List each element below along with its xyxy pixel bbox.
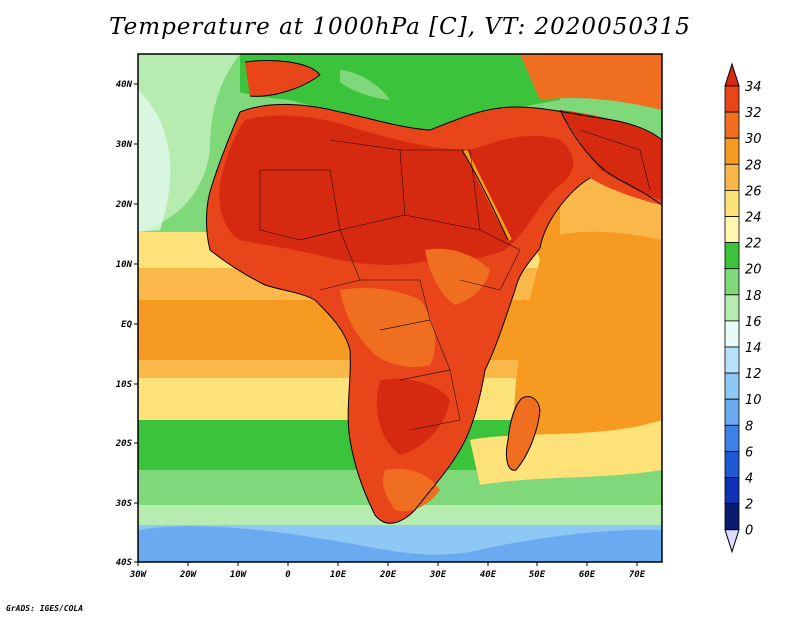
coastlines <box>205 60 663 524</box>
lon-label: 40E <box>480 570 497 580</box>
map-title: Temperature at 1000hPa [C], VT: 20200503… <box>109 14 691 40</box>
colorbar-swatch <box>724 398 740 426</box>
colorbar-label: 12 <box>745 367 762 382</box>
congo-basin <box>340 288 436 367</box>
colorbar-label: 20 <box>745 263 762 278</box>
lat-label: 30N <box>115 140 133 150</box>
colorbar-label: 32 <box>745 106 762 121</box>
colorbar-label: 0 <box>745 524 753 539</box>
colorbar-label: 14 <box>745 341 762 356</box>
lon-label: 20W <box>179 570 198 580</box>
colorbar-swatch <box>724 450 740 478</box>
ocean-atlantic-nw-cool <box>138 90 171 232</box>
colorbar-label: 4 <box>745 472 753 487</box>
colorbar-swatch <box>724 242 740 270</box>
lon-axis: 30W 20W 10W 0 10E 20E 30E 40E 50E 60E 70… <box>129 562 646 580</box>
lon-label: 10W <box>230 570 248 580</box>
colorbar-label: 26 <box>745 184 762 199</box>
lat-label: 30S <box>115 499 133 509</box>
lon-label: 10E <box>330 570 347 580</box>
lon-label: 70E <box>629 570 646 580</box>
credit-text: GrADS: IGES/COLA <box>6 604 84 613</box>
colorbar-swatch <box>724 503 740 531</box>
colorbar-swatch <box>724 346 740 374</box>
arabia-coast <box>559 109 663 206</box>
south-africa-cool <box>383 468 440 512</box>
lat-label: EQ <box>121 320 132 330</box>
colorbar-swatch <box>724 189 740 217</box>
lon-label: 30W <box>129 570 148 580</box>
colorbar-swatch <box>724 268 740 296</box>
southern-africa-hot <box>376 378 450 455</box>
colorbar-swatch <box>724 163 740 191</box>
iberia-coast <box>244 60 321 97</box>
colorbar-label: 10 <box>745 393 762 408</box>
sahara-hot-core <box>219 115 574 265</box>
madagascar <box>505 396 541 471</box>
lat-label: 10S <box>116 380 133 390</box>
mediterranean-region <box>240 54 560 130</box>
colorbar-swatch <box>724 424 740 452</box>
colorbar-arrow-bottom <box>724 529 740 554</box>
ocean-cold-edge <box>138 526 662 562</box>
temperature-field <box>138 54 662 562</box>
colorbar-swatch <box>724 372 740 400</box>
colorbar-label: 2 <box>745 498 753 513</box>
colorbar-swatch <box>724 320 740 348</box>
lat-label: 40S <box>116 558 133 568</box>
italy-region <box>340 70 390 100</box>
lon-label: 0 <box>285 570 291 580</box>
ocean-indian-warm <box>513 197 662 480</box>
africa-coast <box>205 111 591 524</box>
lon-label: 50E <box>529 570 546 580</box>
colorbar-label: 6 <box>745 445 753 460</box>
map-frame <box>137 53 663 563</box>
north-coast <box>239 103 663 141</box>
lon-label: 30E <box>429 570 447 580</box>
colorbar-label: 34 <box>745 80 762 95</box>
colorbar-swatch <box>724 85 740 113</box>
colorbar-label: 18 <box>745 289 762 304</box>
colorbar-label: 28 <box>745 158 762 173</box>
ethiopian-highlands <box>425 248 490 305</box>
colorbar-arrow-top <box>724 62 740 87</box>
red-sea-coast <box>461 149 509 241</box>
lon-label: 20E <box>379 570 397 580</box>
colorbar-swatch <box>724 216 740 244</box>
lat-label: 40N <box>116 80 133 90</box>
country-borders <box>259 129 651 431</box>
colorbar-label: 30 <box>745 132 762 147</box>
lat-axis: 40N 30N 20N 10N EQ 10S 20S 30S 40S <box>115 80 138 568</box>
colorbar-swatch <box>724 477 740 505</box>
middle-east-north <box>520 54 662 110</box>
lat-label: 20S <box>115 439 133 449</box>
colorbar-swatch <box>724 137 740 165</box>
lon-label: 60E <box>579 570 596 580</box>
colorbar-swatch <box>724 294 740 322</box>
arabia-iran-hot <box>560 110 662 200</box>
colorbar-label: 16 <box>745 315 762 330</box>
red-sea <box>463 149 512 241</box>
colorbar-swatch <box>724 111 740 139</box>
colorbar-label: 22 <box>745 237 762 252</box>
iberia-warm <box>245 60 320 97</box>
colorbar-label: 24 <box>745 211 762 226</box>
lat-label: 10N <box>116 260 133 270</box>
lat-label: 20N <box>115 200 133 210</box>
colorbar-label: 8 <box>745 419 753 434</box>
